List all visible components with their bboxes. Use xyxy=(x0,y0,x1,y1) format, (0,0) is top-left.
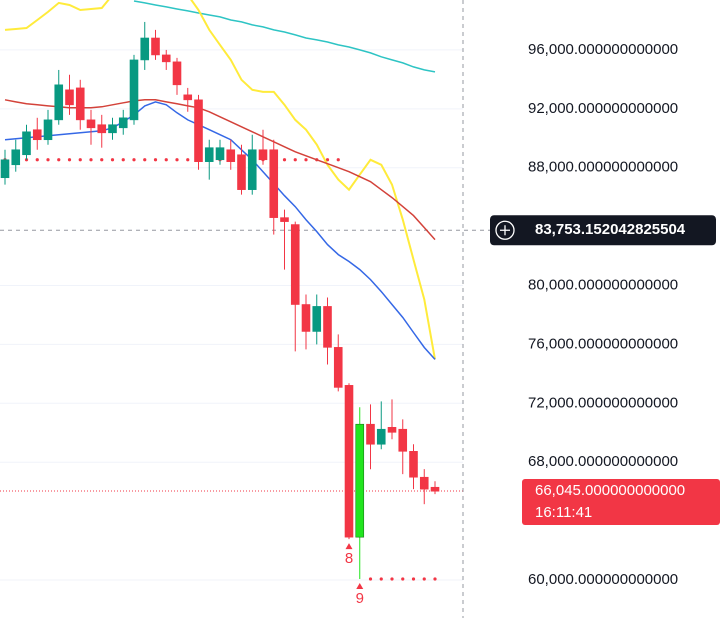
level-dot xyxy=(121,158,125,162)
candle-body xyxy=(11,149,21,166)
crosshair-label: 83,753.152042825504 xyxy=(535,221,686,238)
candle-body xyxy=(0,159,10,179)
level-dot xyxy=(175,158,179,162)
y-tick-label: 88,000.000000000000 xyxy=(528,159,678,176)
sequence-label: 8 xyxy=(345,550,353,567)
candle-body xyxy=(269,149,279,218)
y-tick-label: 76,000.000000000000 xyxy=(528,335,678,352)
level-dot xyxy=(390,577,394,581)
candle-body xyxy=(22,131,31,156)
candle-body xyxy=(323,306,332,348)
candle-body xyxy=(108,124,117,134)
candle-body xyxy=(333,347,343,388)
level-dot xyxy=(78,158,82,162)
crosshair-plus xyxy=(500,225,510,236)
level-dot xyxy=(379,577,383,581)
countdown-label: 16:11:41 xyxy=(535,504,592,521)
candle-body xyxy=(290,224,300,305)
y-tick-label: 60,000.000000000000 xyxy=(528,571,678,588)
candle-body xyxy=(355,423,365,538)
level-dot xyxy=(336,158,340,162)
y-tick-label: 96,000.000000000000 xyxy=(528,41,678,58)
candle-body xyxy=(54,84,64,121)
candle-body xyxy=(215,147,225,161)
grid xyxy=(0,49,490,581)
indicator-line xyxy=(133,0,436,73)
plot-area: 89 xyxy=(0,0,440,607)
candle-body xyxy=(376,428,386,445)
candle-body xyxy=(65,89,74,106)
candle-body xyxy=(183,94,193,101)
indicator-line xyxy=(4,101,436,360)
indicator-line xyxy=(4,0,436,360)
crosshair-plus-icon xyxy=(495,220,515,240)
level-dot xyxy=(67,158,72,162)
candle-body xyxy=(237,154,246,190)
price-axis: 96,000.000000000000 92,000.000000000000 88… xyxy=(490,41,720,588)
candle-body xyxy=(430,486,440,492)
candle-body xyxy=(32,129,42,141)
candle-body xyxy=(75,87,85,121)
candle-body xyxy=(43,119,53,141)
level-dot xyxy=(422,577,426,581)
last-price-label: 66,045.000000000000 xyxy=(535,482,685,499)
candle-body xyxy=(97,124,107,134)
candle-body xyxy=(172,61,182,86)
y-tick-label: 72,000.000000000000 xyxy=(528,394,678,411)
candle-body xyxy=(419,476,429,490)
level-dot xyxy=(293,158,297,162)
level-dot xyxy=(401,577,405,581)
candle-body xyxy=(344,385,354,538)
level-dot xyxy=(110,158,115,162)
level-dot xyxy=(143,158,147,162)
level-dot xyxy=(325,158,330,162)
candle-body xyxy=(151,37,160,56)
candle-body xyxy=(118,117,128,129)
level-dot xyxy=(35,158,39,162)
candle-body xyxy=(387,427,397,433)
candle-body xyxy=(247,149,257,190)
candle-body xyxy=(204,147,214,162)
level-dot xyxy=(433,577,437,581)
candle-body xyxy=(301,304,311,332)
level-dot xyxy=(411,577,416,581)
candle-body xyxy=(86,119,96,129)
candle-body xyxy=(226,149,236,162)
candle-body xyxy=(129,59,139,121)
candle-body xyxy=(409,451,418,478)
crosshair-box xyxy=(490,215,716,246)
level-dot xyxy=(304,158,308,162)
candle-body xyxy=(366,423,375,445)
candle-body xyxy=(258,149,268,161)
level-dot xyxy=(186,158,190,162)
level-dot xyxy=(89,158,93,162)
candle-body xyxy=(194,99,203,162)
level-dot xyxy=(46,158,50,162)
y-tick-label: 68,000.000000000000 xyxy=(528,453,678,470)
y-tick-label: 80,000.000000000000 xyxy=(528,276,678,293)
last-price-box xyxy=(522,478,720,525)
candle-body xyxy=(398,428,408,452)
indicator-line xyxy=(4,99,436,241)
sequence-marker xyxy=(356,582,364,589)
level-dot xyxy=(164,158,168,162)
level-dot xyxy=(368,577,373,581)
candle-body xyxy=(280,217,289,222)
sequence-marker xyxy=(345,543,353,550)
y-tick-label: 92,000.000000000000 xyxy=(528,100,678,117)
level-dot xyxy=(100,158,104,162)
level-dot xyxy=(153,158,158,162)
level-dot xyxy=(132,158,136,162)
candle-body xyxy=(140,37,150,61)
candle-body xyxy=(161,54,171,63)
level-dot xyxy=(57,158,61,162)
sequence-label: 9 xyxy=(356,590,364,607)
level-dot xyxy=(282,158,287,162)
candle-body xyxy=(312,306,322,332)
